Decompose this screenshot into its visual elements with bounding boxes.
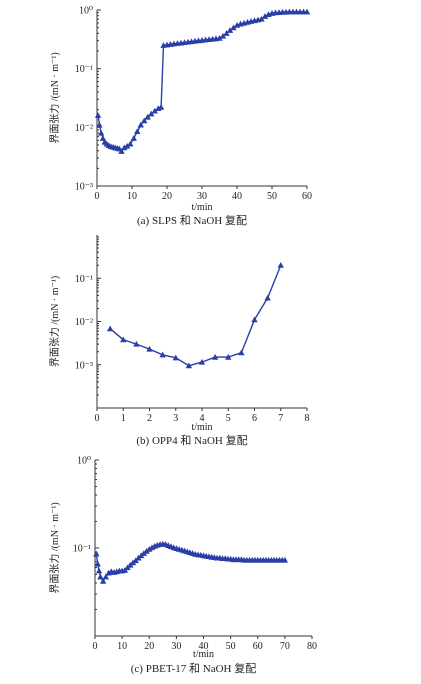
- series-line: [97, 11, 307, 153]
- y-tick-label: 10⁰: [77, 456, 91, 467]
- data-point: [95, 567, 103, 574]
- x-tick-label: 5: [226, 413, 231, 424]
- data-point: [144, 113, 151, 120]
- data-point: [94, 112, 102, 118]
- x-tick-label: 80: [307, 641, 317, 652]
- x-tick-label: 3: [173, 413, 178, 424]
- data-point: [277, 262, 284, 268]
- x-tick-label: 40: [199, 641, 209, 652]
- data-point: [134, 128, 141, 135]
- x-tick-label: 0: [93, 641, 98, 652]
- data-point: [157, 104, 165, 110]
- data-point: [151, 107, 158, 114]
- x-axis-label: t/min: [191, 202, 212, 213]
- x-tick-label: 50: [267, 191, 277, 202]
- y-axis-label: 界面张力 /(mN · m⁻¹): [48, 502, 61, 593]
- data-point: [97, 573, 104, 580]
- data-point: [251, 316, 258, 323]
- data-point: [102, 573, 110, 580]
- x-tick-label: 6: [252, 413, 257, 424]
- x-tick-label: 2: [147, 413, 152, 424]
- data-point: [148, 110, 155, 117]
- chart-panel-a: 0 10 20 30 40 50 60 10⁻³ 10⁻² 10⁻¹ 10⁰ t/min 界面张力 /(…: [48, 6, 312, 228]
- data-point: [130, 135, 137, 141]
- chart-panel-b: 0 1 2 3 4 5 6 7 8 10⁻³ 10⁻² 10⁻¹ t/min 界面张力 /(mN · m⁻…: [48, 235, 310, 447]
- x-tick-label: 7: [278, 413, 283, 424]
- data-point: [106, 325, 114, 332]
- y-tick-label: 10⁻³: [75, 360, 93, 371]
- x-tick-label: 70: [280, 641, 290, 652]
- data-point: [98, 129, 105, 136]
- data-point: [258, 15, 265, 22]
- data-point: [146, 545, 153, 552]
- data-point: [264, 294, 271, 301]
- x-tick-label: 50: [226, 641, 236, 652]
- chart-panel-c: 0 10 20 30 40 50 60 70 80 10⁻¹ 10⁰ t/min 界面张力 /(mN ·…: [48, 456, 317, 676]
- x-tick-label: 40: [232, 191, 242, 202]
- y-tick-label: 10⁻²: [75, 317, 93, 328]
- data-point: [238, 349, 245, 356]
- y-tick-label: 10⁻³: [75, 182, 93, 193]
- data-point: [105, 569, 112, 576]
- panel-caption: (c) PBET-17 和 NaOH 复配: [131, 661, 256, 675]
- data-point: [226, 27, 234, 33]
- x-tick-label: 10: [127, 191, 137, 202]
- data-point: [94, 560, 101, 567]
- y-axis-label: 界面张力 /(mN · m⁻¹): [48, 276, 61, 367]
- data-point: [137, 121, 144, 128]
- data-point: [185, 362, 193, 369]
- data-point: [230, 24, 237, 31]
- y-axis-label: 界面张力 /(mN · m⁻¹): [48, 52, 61, 143]
- data-point: [225, 353, 232, 360]
- x-tick-label: 20: [144, 641, 154, 652]
- y-tick-label: 10⁻¹: [75, 64, 93, 75]
- x-tick-label: 4: [200, 413, 205, 424]
- x-tick-label: 0: [95, 191, 100, 202]
- x-axis-label: t/min: [191, 422, 212, 433]
- data-point: [211, 353, 219, 360]
- panel-caption: (a) SLPS 和 NaOH 复配: [137, 213, 247, 227]
- data-point: [219, 32, 227, 39]
- panel-caption: (b) OPP4 和 NaOH 复配: [136, 433, 247, 447]
- x-tick-label: 8: [305, 413, 310, 424]
- series-line: [95, 543, 285, 583]
- data-point: [127, 140, 134, 147]
- data-point: [223, 30, 230, 36]
- x-tick-label: 10: [117, 641, 127, 652]
- data-point: [281, 556, 289, 563]
- data-point: [96, 121, 103, 128]
- data-point: [303, 8, 311, 15]
- data-point: [261, 13, 269, 19]
- y-tick-label: 10⁰: [79, 6, 93, 17]
- data-point: [159, 351, 166, 358]
- data-point: [141, 117, 148, 124]
- y-tick-label: 10⁻¹: [73, 544, 91, 555]
- x-tick-label: 30: [171, 641, 181, 652]
- x-tick-label: 60: [302, 191, 312, 202]
- series-line: [109, 264, 282, 367]
- data-point: [118, 148, 125, 154]
- data-point: [133, 340, 140, 347]
- x-tick-label: 0: [95, 413, 100, 424]
- y-tick-label: 10⁻²: [75, 123, 93, 134]
- data-point: [121, 144, 128, 151]
- x-tick-label: 20: [162, 191, 172, 202]
- data-point: [123, 142, 131, 149]
- y-tick-label: 10⁻¹: [75, 274, 93, 285]
- x-tick-label: 30: [197, 191, 207, 202]
- x-tick-label: 60: [253, 641, 263, 652]
- data-point: [93, 550, 100, 557]
- data-point: [99, 577, 107, 584]
- data-point: [120, 336, 127, 343]
- data-point: [148, 544, 156, 551]
- x-axis-label: t/min: [193, 649, 214, 660]
- data-point: [216, 35, 223, 41]
- x-tick-label: 1: [121, 413, 126, 424]
- data-point: [198, 358, 206, 365]
- data-point: [172, 354, 179, 361]
- data-point: [146, 345, 153, 352]
